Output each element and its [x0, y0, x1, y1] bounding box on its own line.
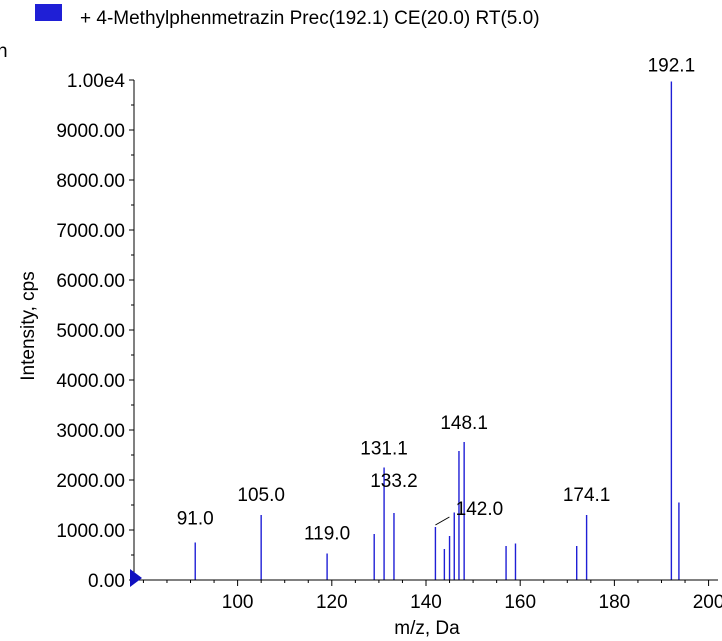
- peak-label: 142.0: [456, 499, 504, 520]
- y-tick-label: 1000.00: [56, 521, 125, 542]
- x-tick-label: 140: [410, 592, 442, 613]
- y-tick-label: 0.00: [88, 571, 125, 592]
- y-tick-label: 4000.00: [56, 371, 125, 392]
- peak-label: 119.0: [304, 524, 350, 545]
- x-tick-label: 100: [222, 592, 254, 613]
- x-tick-label: 160: [504, 592, 536, 613]
- y-tick-label: 7000.00: [56, 221, 125, 242]
- legend-label: + 4-Methylphenmetrazin Prec(192.1) CE(20…: [80, 8, 540, 29]
- zero-marker-icon: [130, 569, 142, 587]
- x-tick-label: 120: [316, 592, 348, 613]
- corner-glyph: h: [0, 41, 8, 62]
- y-tick-label: 1.00e4: [67, 71, 126, 92]
- y-tick-label: 5000.00: [56, 321, 125, 342]
- y-tick-label: 2000.00: [56, 471, 125, 492]
- peak-label-leader: [435, 516, 450, 526]
- plot-area: 0.00 1000.00 2000.00 3000.00 4000.00 5000.00 6…: [56, 56, 722, 614]
- peak-label: 91.0: [177, 509, 214, 530]
- legend-swatch: [35, 4, 62, 21]
- peak-label: 174.1: [563, 485, 611, 506]
- x-tick-label: 180: [599, 592, 631, 613]
- peak-label: 148.1: [440, 413, 488, 434]
- x-tick-label: 200: [693, 592, 722, 613]
- y-tick-label: 8000.00: [56, 171, 125, 192]
- y-tick-label: 6000.00: [56, 271, 125, 292]
- y-axis-label: Intensity, cps: [18, 271, 39, 380]
- peak-label: 105.0: [237, 485, 285, 506]
- peak-label: 133.2: [370, 471, 418, 492]
- y-tick-label: 9000.00: [56, 121, 125, 142]
- y-tick-label: 3000.00: [56, 421, 125, 442]
- peak-label: 192.1: [648, 56, 696, 77]
- peak-label: 131.1: [360, 439, 408, 460]
- x-axis-label: m/z, Da: [394, 618, 460, 639]
